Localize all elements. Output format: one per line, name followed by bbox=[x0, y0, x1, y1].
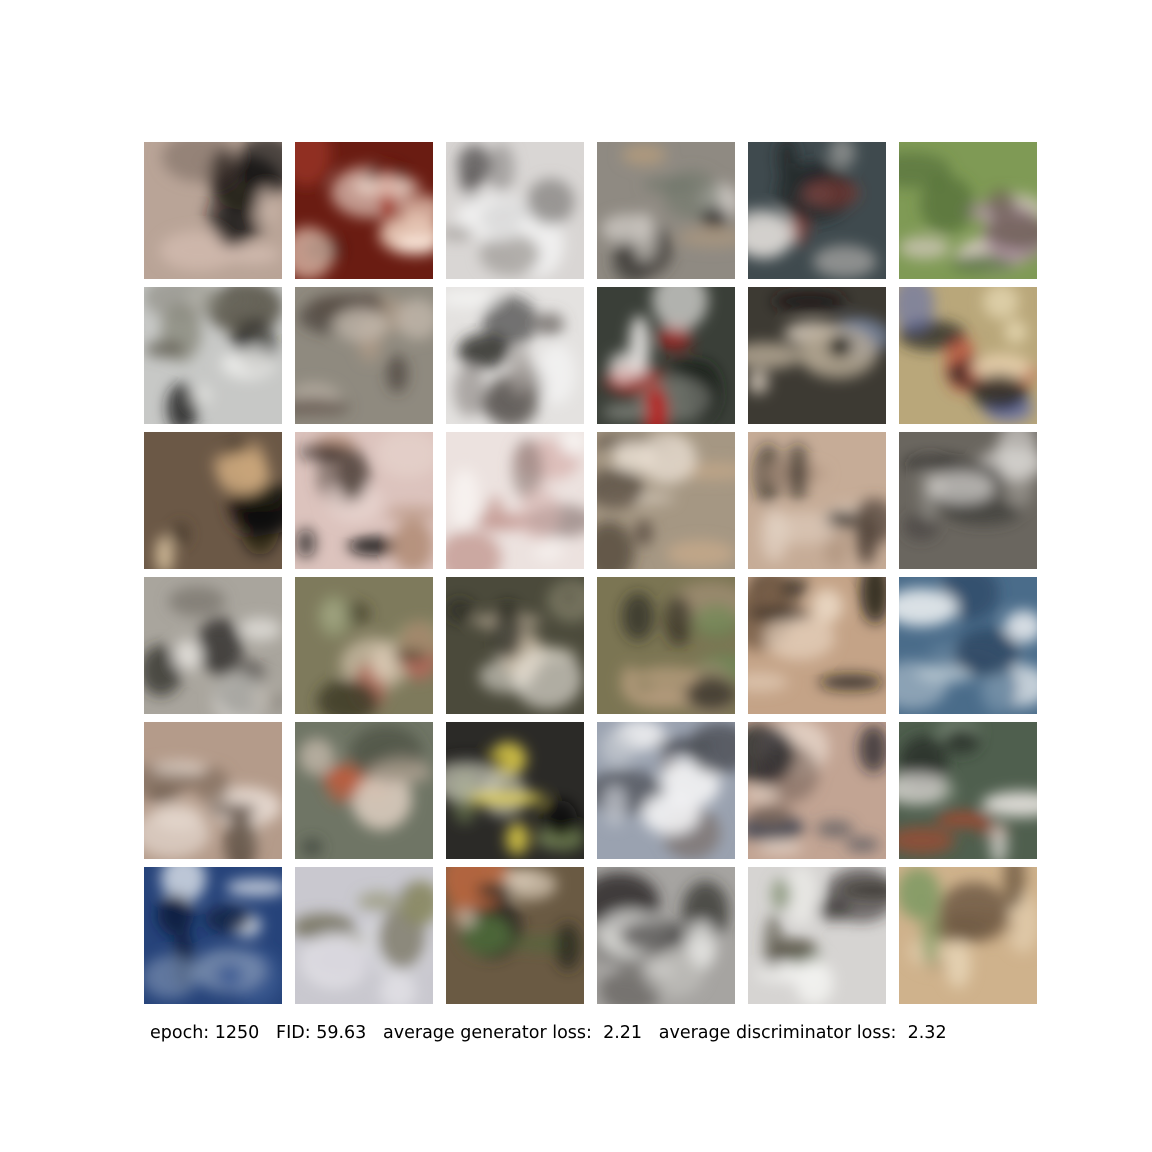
generated-sample-image bbox=[295, 287, 433, 424]
generator-loss-label: average generator loss: bbox=[383, 1023, 592, 1043]
generated-sample-image bbox=[446, 577, 584, 714]
generated-sample-image bbox=[748, 432, 886, 569]
generated-sample-image bbox=[295, 142, 433, 279]
generated-sample-image bbox=[446, 142, 584, 279]
generated-sample-image bbox=[899, 287, 1037, 424]
generated-sample-image bbox=[899, 867, 1037, 1004]
generated-sample-image bbox=[144, 722, 282, 859]
training-stats-caption: epoch: 1250 FID: 59.63 average generator… bbox=[150, 1021, 947, 1045]
generator-loss-value: 2.21 bbox=[603, 1023, 643, 1043]
fid-label: FID: bbox=[276, 1023, 311, 1043]
generated-sample-image bbox=[899, 577, 1037, 714]
generated-sample-image bbox=[597, 722, 735, 859]
discriminator-loss-label: average discriminator loss: bbox=[658, 1023, 897, 1043]
generated-sample-image bbox=[748, 722, 886, 859]
epoch-label: epoch: bbox=[150, 1023, 210, 1043]
generated-sample-image bbox=[597, 867, 735, 1004]
generated-sample-image bbox=[295, 722, 433, 859]
generated-sample-image bbox=[748, 867, 886, 1004]
generated-sample-image bbox=[446, 722, 584, 859]
generated-sample-image bbox=[899, 722, 1037, 859]
generated-sample-image bbox=[295, 577, 433, 714]
generated-sample-image bbox=[144, 287, 282, 424]
generated-sample-image bbox=[446, 432, 584, 569]
fid-value: 59.63 bbox=[316, 1023, 367, 1043]
generated-sample-image bbox=[597, 142, 735, 279]
generated-sample-image bbox=[899, 142, 1037, 279]
generated-sample-image bbox=[144, 432, 282, 569]
generated-sample-image bbox=[295, 432, 433, 569]
discriminator-loss-value: 2.32 bbox=[907, 1023, 947, 1043]
generated-sample-image bbox=[597, 287, 735, 424]
generated-sample-image bbox=[597, 577, 735, 714]
generated-sample-image bbox=[597, 432, 735, 569]
generated-sample-image bbox=[144, 577, 282, 714]
generated-sample-image bbox=[748, 577, 886, 714]
generated-sample-image bbox=[748, 142, 886, 279]
epoch-value: 1250 bbox=[214, 1023, 260, 1043]
generated-sample-image bbox=[446, 867, 584, 1004]
generated-sample-image bbox=[295, 867, 433, 1004]
generated-sample-image bbox=[144, 142, 282, 279]
generated-sample-image bbox=[899, 432, 1037, 569]
generated-sample-image bbox=[144, 867, 282, 1004]
generated-sample-image bbox=[446, 287, 584, 424]
generated-sample-image bbox=[748, 287, 886, 424]
